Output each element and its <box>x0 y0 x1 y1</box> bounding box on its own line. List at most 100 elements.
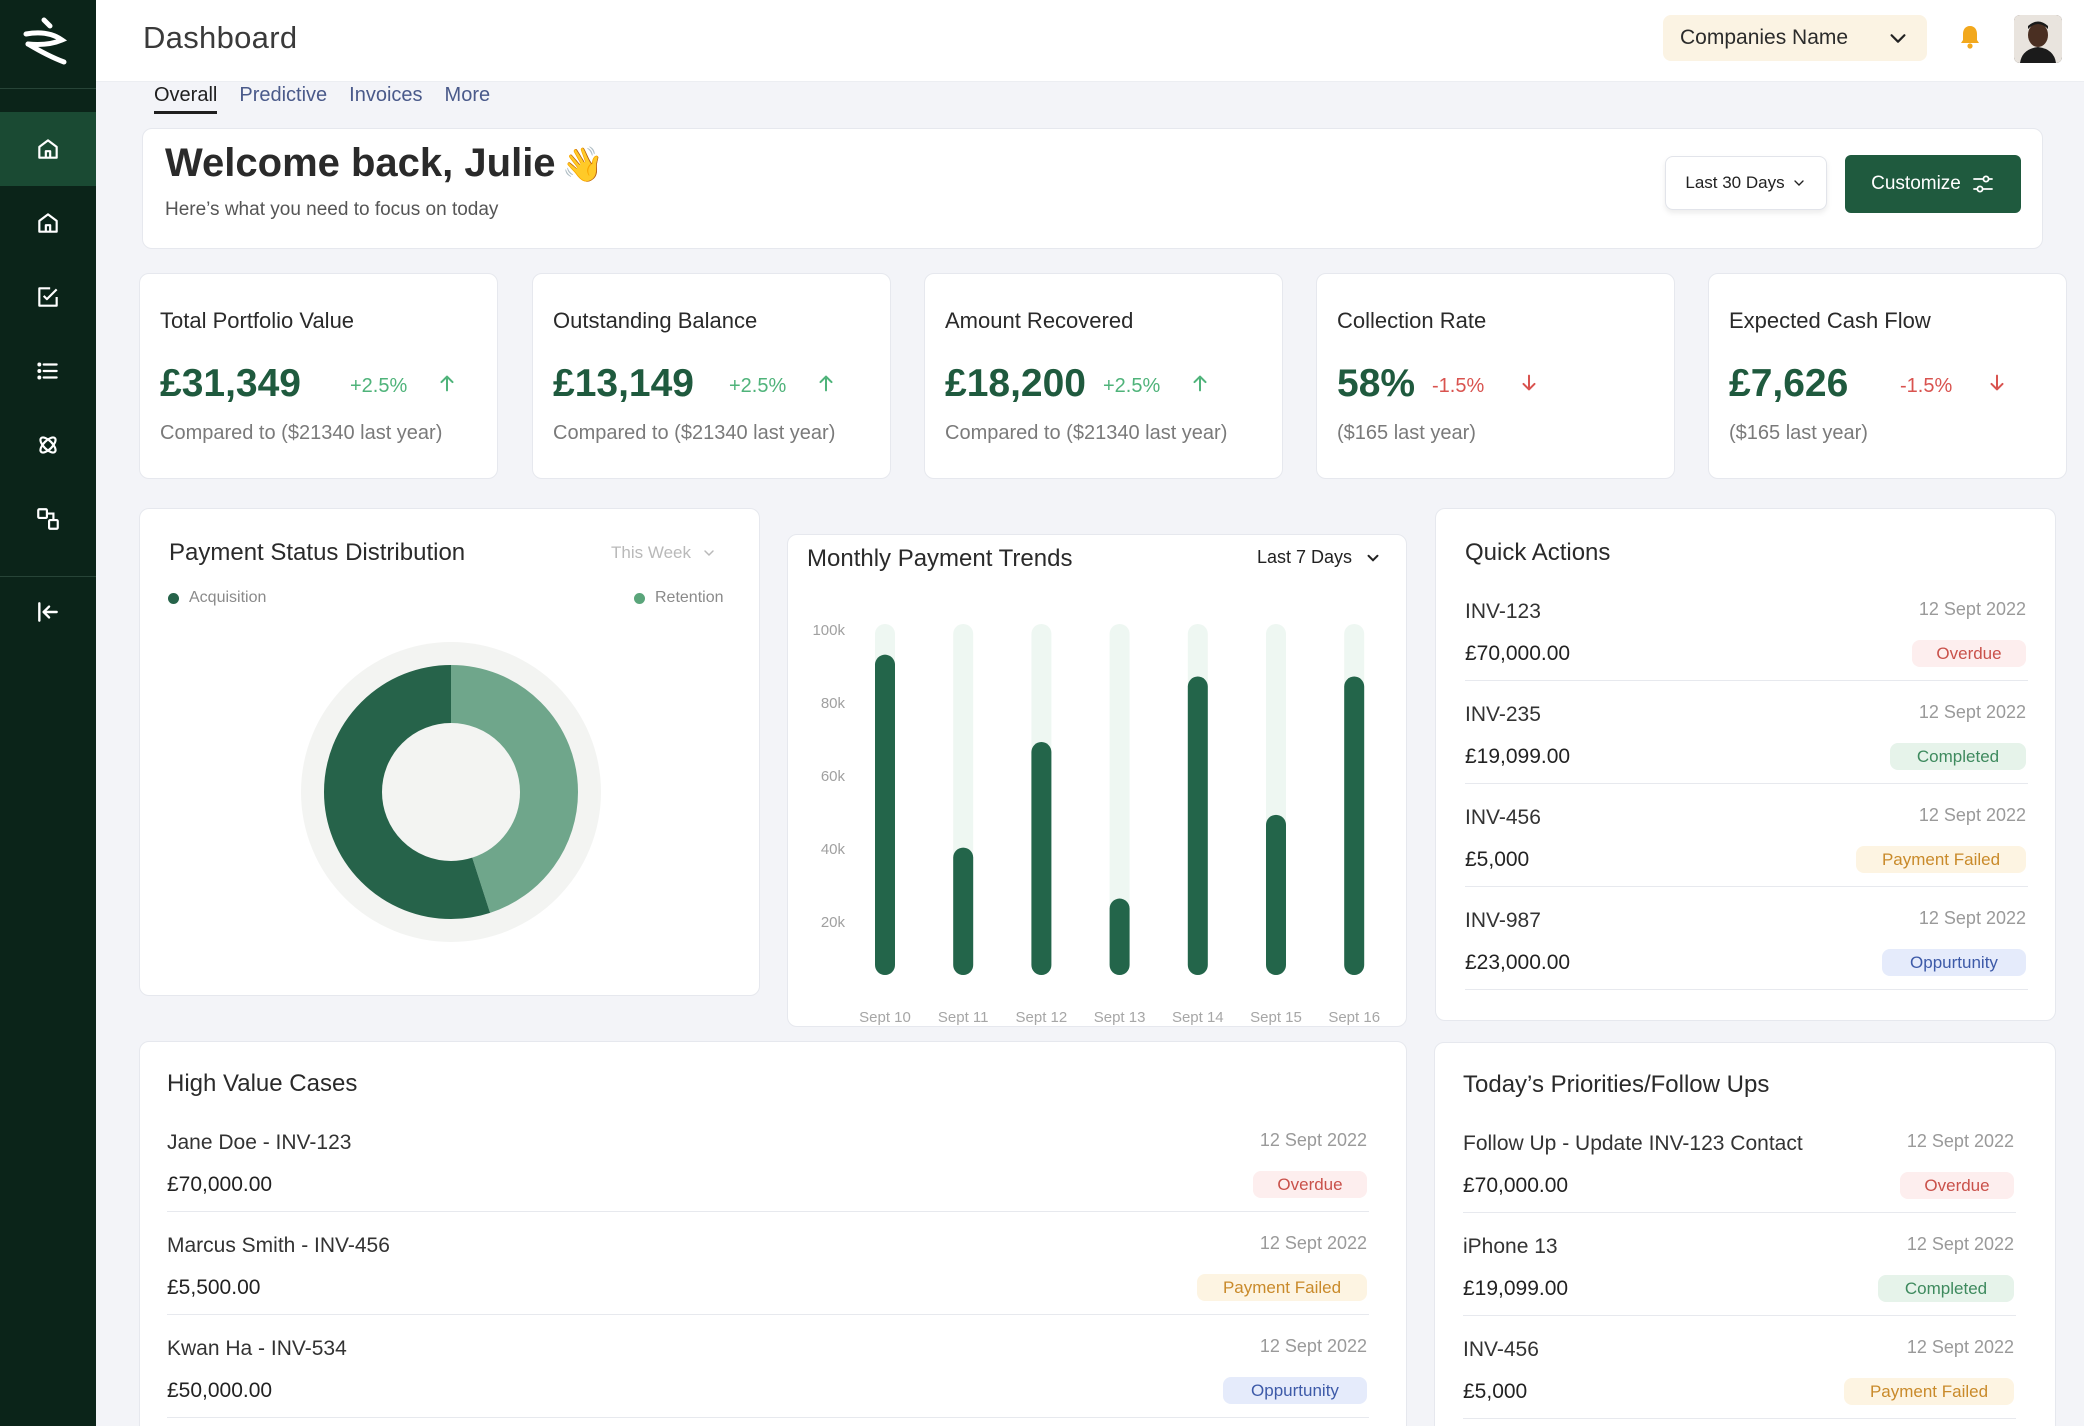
kpi-value: £31,349 <box>160 362 301 405</box>
bar-sept-16 <box>1344 676 1365 975</box>
row-divider <box>1465 886 2028 887</box>
list-item-date: 12 Sept 2022 <box>1906 1234 2014 1254</box>
list-item-title[interactable]: INV-123 <box>1465 600 1541 623</box>
collapse-icon <box>38 602 58 622</box>
kpi-label: Amount Recovered <box>945 308 1134 333</box>
kpi-comparison: Compared to ($21340 last year) <box>160 422 443 444</box>
list-item-title[interactable]: Follow Up - Update INV-123 Contact <box>1463 1132 1803 1155</box>
payment-status-title: Payment Status Distribution <box>169 539 466 566</box>
list-item-title[interactable]: iPhone 13 <box>1463 1235 1558 1258</box>
row-divider <box>1465 680 2028 681</box>
period-select[interactable]: This Week <box>611 543 717 563</box>
x-tick-label: Sept 13 <box>1094 1009 1146 1026</box>
row-divider <box>1463 1315 2016 1316</box>
list-item-date: 12 Sept 2022 <box>1259 1233 1367 1253</box>
status-badge: Payment Failed <box>1844 1378 2014 1405</box>
list-item-title[interactable]: INV-456 <box>1463 1338 1539 1361</box>
legend-dot <box>168 592 179 604</box>
legend-item-retention: Retention <box>634 589 724 607</box>
customize-button[interactable]: Customize <box>1845 155 2021 213</box>
row-divider <box>1465 783 2028 784</box>
welcome-subtitle: Here’s what you need to focus on today <box>165 199 499 220</box>
y-tick-label: 100k <box>812 622 845 639</box>
sidebar-item-workflows[interactable] <box>0 482 96 556</box>
kpi-card: Collection Rate 58% -1.5% ($165 last yea… <box>1316 273 1675 479</box>
bell-icon[interactable] <box>1958 24 1982 50</box>
sidebar <box>0 0 96 1426</box>
tab-bar: Overall Predictive Invoices More <box>154 80 490 114</box>
kpi-comparison: ($165 last year) <box>1729 422 1868 444</box>
kpi-change: +2.5% <box>350 375 408 397</box>
company-select-label: Companies Name <box>1680 26 1849 49</box>
sidebar-item-list[interactable] <box>0 334 96 408</box>
y-tick-label: 20k <box>821 914 846 931</box>
list-item-title[interactable]: INV-456 <box>1465 806 1541 829</box>
topbar: Dashboard Companies Name <box>96 0 2084 82</box>
sidebar-item-tasks[interactable] <box>0 260 96 334</box>
kpi-label: Collection Rate <box>1337 308 1487 333</box>
tab-more[interactable]: More <box>444 84 491 106</box>
list-item-date: 12 Sept 2022 <box>1918 599 2026 619</box>
monthly-trends-title: Monthly Payment Trends <box>807 545 1073 572</box>
tab-overall[interactable]: Overall <box>154 80 218 114</box>
arrow-up-icon <box>440 375 454 392</box>
customize-label: Customize <box>1871 173 1961 194</box>
list-item-amount: £5,000 <box>1463 1380 1528 1403</box>
sidebar-item-home-2[interactable] <box>0 186 96 260</box>
tab-predictive[interactable]: Predictive <box>239 84 328 106</box>
tab-invoices[interactable]: Invoices <box>349 84 423 106</box>
list-item-title[interactable]: INV-987 <box>1465 909 1541 932</box>
list-item-date: 12 Sept 2022 <box>1918 908 2026 928</box>
kpi-card: Total Portfolio Value £31,349 +2.5% Comp… <box>139 273 498 479</box>
bar-chart: 100k 80k 60k 40k 20k Sept 10 Sept 11 Sept 12 Sep… <box>812 622 1380 1026</box>
trend-period-select[interactable]: Last 7 Days <box>1257 547 1382 568</box>
kpi-value: £18,200 <box>945 362 1086 405</box>
arrow-down-icon <box>1522 374 1536 391</box>
x-tick-label: Sept 11 <box>938 1009 989 1026</box>
x-tick-label: Sept 16 <box>1328 1009 1380 1026</box>
payment-status-card: Payment Status Distribution This Week Ac… <box>139 508 760 996</box>
row-divider <box>1463 1212 2016 1213</box>
list-item-amount: £5,500.00 <box>167 1276 261 1299</box>
list-item-amount: £70,000.00 <box>167 1173 273 1196</box>
waving-hand-icon: 👋 <box>561 146 604 184</box>
priorities-card: Today’s Priorities/Follow Ups Follow Up … <box>1434 1042 2056 1426</box>
row-divider <box>1465 989 2028 990</box>
bar-track <box>1109 624 1130 975</box>
status-badge: Overdue <box>1253 1171 1367 1198</box>
list-item-date: 12 Sept 2022 <box>1906 1131 2014 1151</box>
date-range-select[interactable]: Last 30 Days <box>1665 156 1827 210</box>
workflow-icon <box>37 508 59 530</box>
arrow-down-icon <box>1990 374 2004 391</box>
x-tick-label: Sept 12 <box>1016 1009 1068 1026</box>
sidebar-item-home[interactable] <box>0 112 96 186</box>
legend-label: Acquisition <box>189 589 267 606</box>
list-item-amount: £19,099.00 <box>1465 745 1571 768</box>
avatar[interactable] <box>2014 15 2062 63</box>
monthly-trends-card: Monthly Payment Trends Last 7 Days 100k 8… <box>787 534 1407 1027</box>
bar-sept-14 <box>1187 676 1208 975</box>
status-badge: Overdue <box>1900 1172 2014 1199</box>
kpi-label: Total Portfolio Value <box>160 308 355 333</box>
atom-icon <box>39 436 57 454</box>
collapse-sidebar-button[interactable] <box>0 575 96 649</box>
kpi-label: Expected Cash Flow <box>1729 308 1931 333</box>
list-item-amount: £23,000.00 <box>1465 951 1571 974</box>
legend-item-acquisition: Acquisition <box>168 589 266 607</box>
bar-sept-13 <box>1109 898 1130 975</box>
sidebar-item-integrations[interactable] <box>0 408 96 482</box>
list-item-date: 12 Sept 2022 <box>1918 702 2026 722</box>
status-badge: Payment Failed <box>1197 1274 1367 1301</box>
list-item-title[interactable]: INV-235 <box>1465 703 1541 726</box>
list-item-title[interactable]: Jane Doe - INV-123 <box>167 1131 352 1154</box>
page-title: Dashboard <box>143 20 298 55</box>
list-item-title[interactable]: Kwan Ha - INV-534 <box>167 1337 347 1360</box>
list-item-title[interactable]: Marcus Smith - INV-456 <box>167 1234 390 1257</box>
user-avatar-image <box>2014 15 2062 63</box>
sidebar-divider <box>0 88 96 89</box>
donut-chart <box>301 642 601 942</box>
sidebar-divider <box>0 576 96 577</box>
arrow-up-icon <box>819 375 833 392</box>
company-select[interactable]: Companies Name <box>1663 15 1927 61</box>
priorities-title: Today’s Priorities/Follow Ups <box>1463 1071 1770 1098</box>
